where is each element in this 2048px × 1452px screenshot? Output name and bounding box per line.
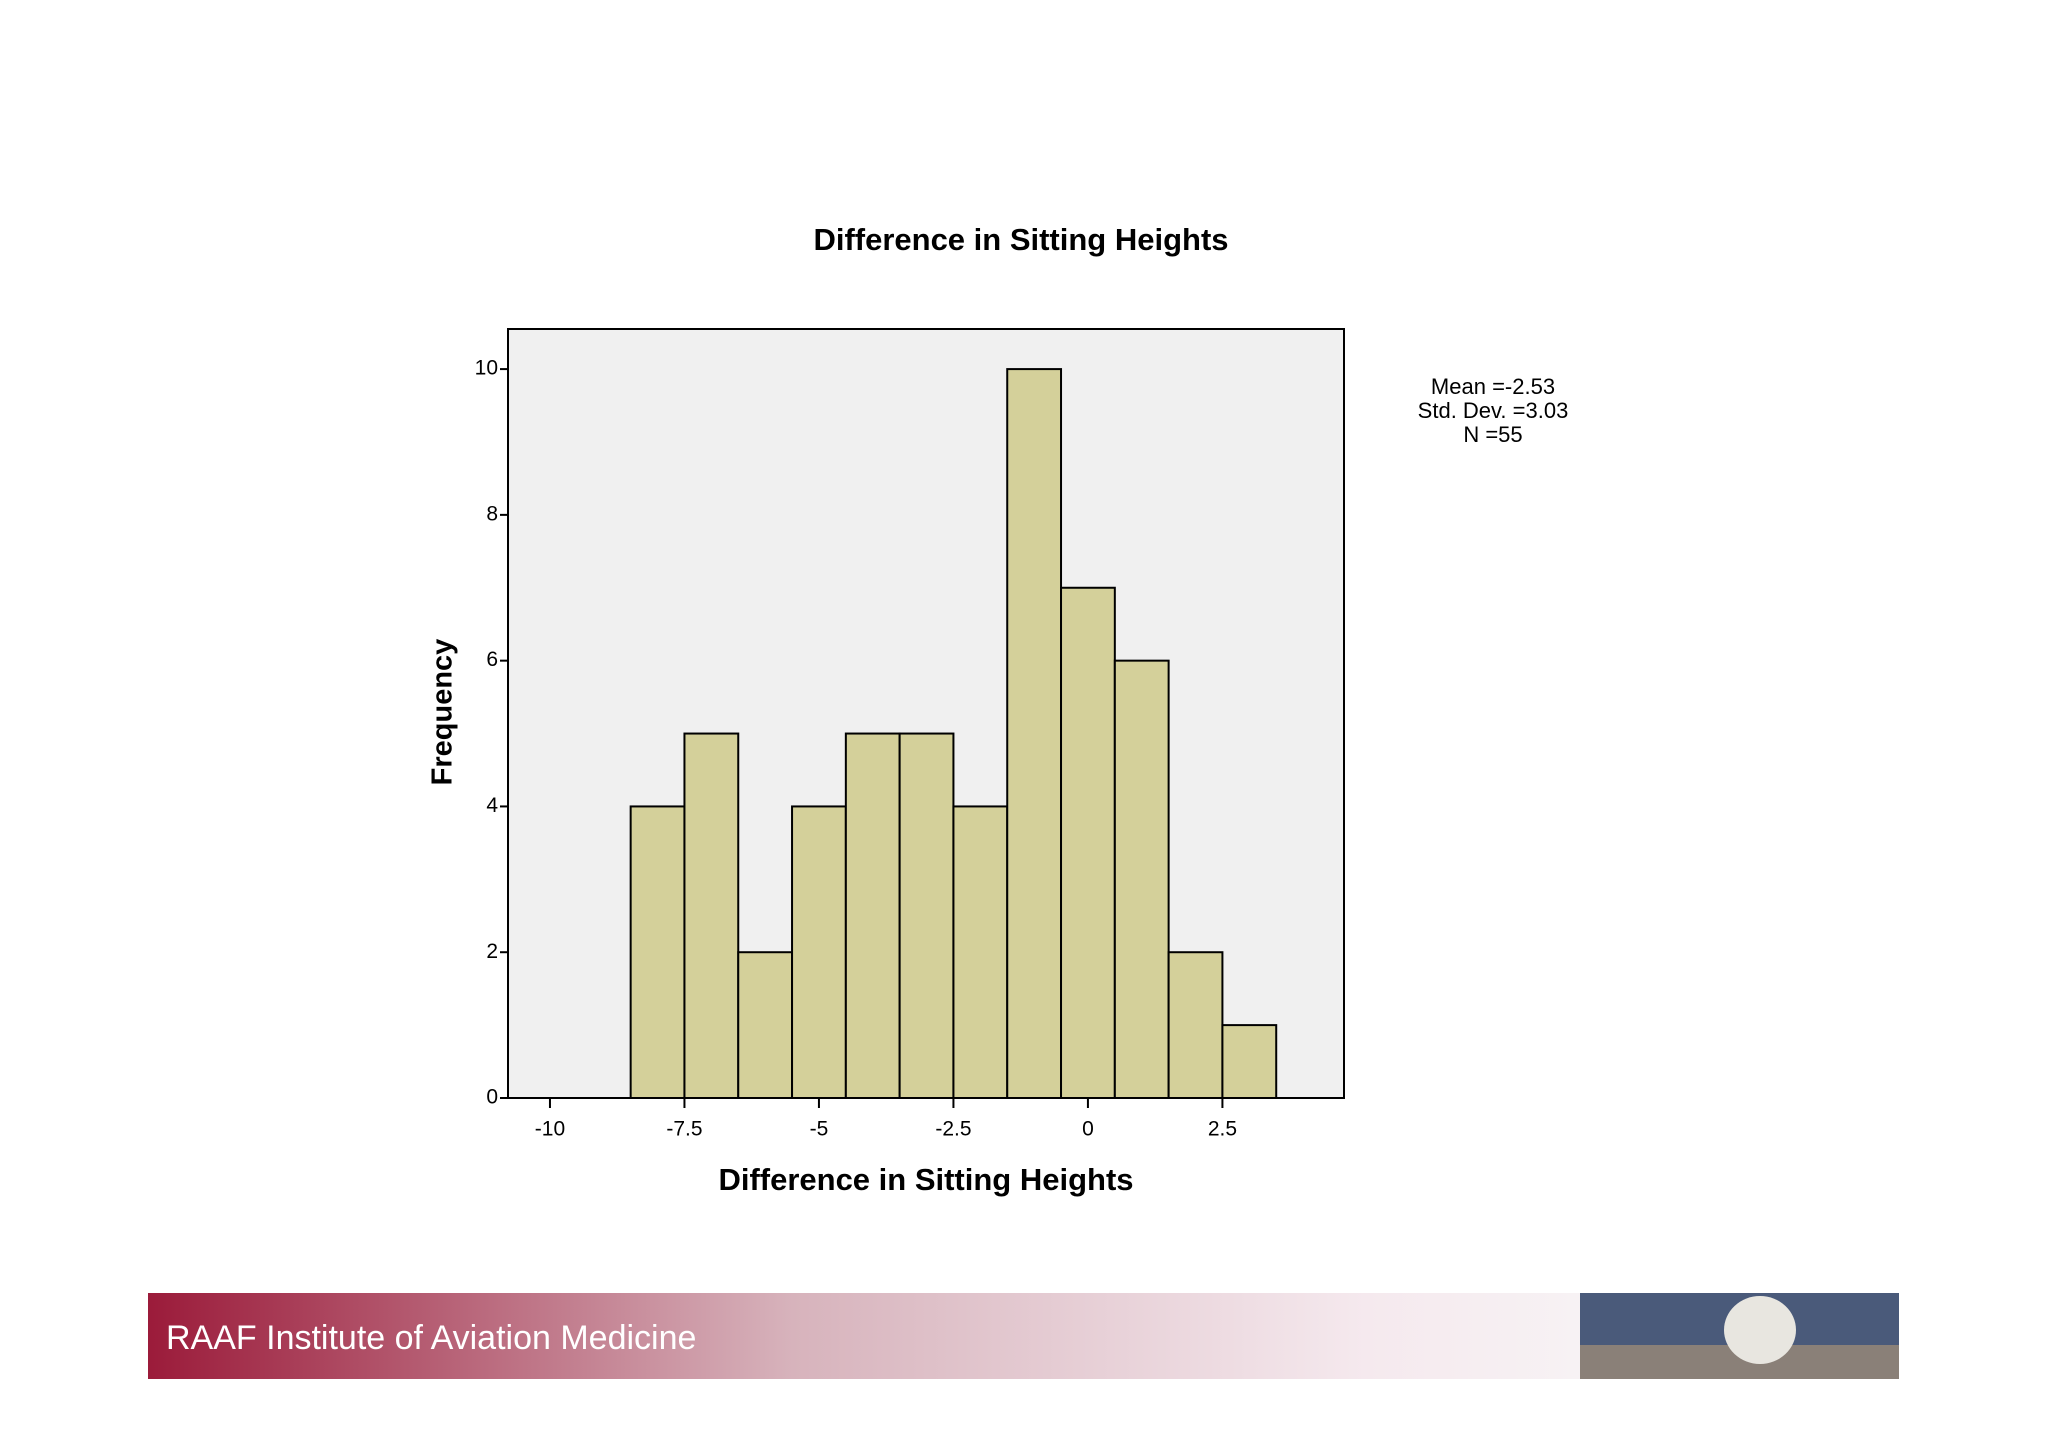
footer-band <box>148 1293 1580 1379</box>
bar <box>844 732 901 1100</box>
bar <box>683 732 740 1100</box>
bar <box>1221 1024 1278 1100</box>
y-tick-label: 0 <box>486 1086 498 1109</box>
y-tick-label: 2 <box>486 940 498 963</box>
x-tick-label: -5 <box>810 1118 829 1141</box>
chart-title: Difference in Sitting Heights <box>813 222 1228 257</box>
y-axis-label: Frequency <box>427 639 459 786</box>
footer-photo-object <box>1724 1296 1796 1364</box>
x-tick-label: 0 <box>1082 1118 1094 1141</box>
x-tick-label: -2.5 <box>935 1118 971 1141</box>
plot-area <box>507 328 1345 1099</box>
bar <box>737 951 794 1100</box>
x-tick-label: 2.5 <box>1208 1118 1237 1141</box>
bar <box>1113 659 1170 1100</box>
bar <box>629 805 686 1100</box>
x-axis-label: Difference in Sitting Heights <box>718 1162 1133 1197</box>
x-tick-label: -7.5 <box>666 1118 702 1141</box>
stat-text: Mean =-2.53 <box>1431 374 1555 399</box>
bar <box>791 805 847 1100</box>
x-tick-label: -10 <box>535 1118 565 1141</box>
y-tick-label: 6 <box>486 648 498 671</box>
bar <box>898 732 955 1100</box>
stats-box: Mean =-2.53 Std. Dev. =3.03 N =55 <box>1418 374 1569 447</box>
bar <box>952 805 1009 1100</box>
y-tick-label: 4 <box>486 794 498 817</box>
stat-text: N =55 <box>1463 422 1522 447</box>
bar <box>1006 368 1063 1100</box>
bar <box>1167 951 1224 1100</box>
y-tick-label: 8 <box>486 502 498 525</box>
y-tick-label: 10 <box>475 357 498 380</box>
bar <box>1060 586 1116 1100</box>
stat-text: Std. Dev. =3.03 <box>1418 398 1569 423</box>
footer-text: RAAF Institute of Aviation Medicine <box>166 1319 696 1357</box>
